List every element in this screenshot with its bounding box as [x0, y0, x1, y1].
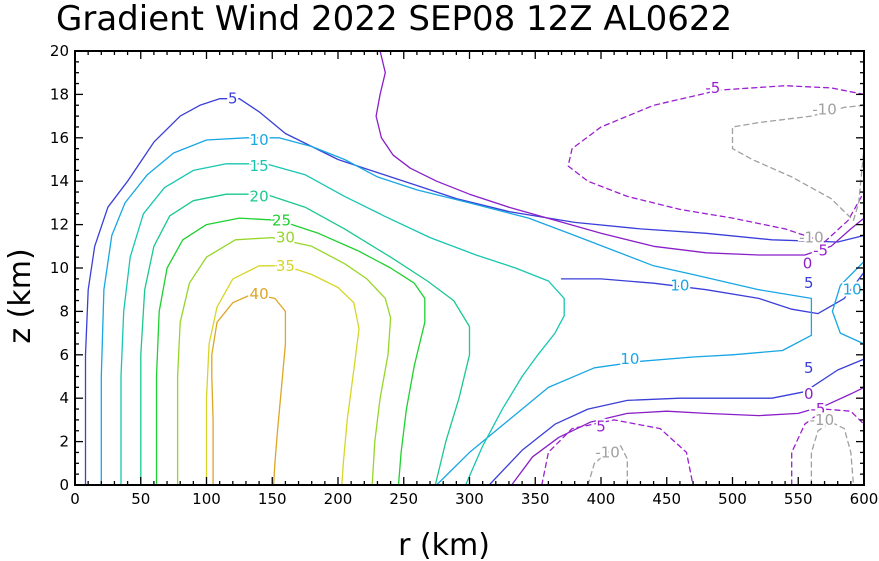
contour-label: -5	[811, 400, 826, 418]
contour-line-level-30-10	[176, 236, 392, 486]
x-axis-label: r (km)	[398, 528, 490, 561]
contour-label: -10	[810, 411, 835, 429]
contour-label: -10	[799, 229, 824, 247]
contour-label: 5	[596, 417, 606, 435]
contour-label: 5	[804, 359, 814, 377]
contour-line-level-35-11	[205, 265, 360, 486]
plot-frame	[74, 50, 865, 486]
y-tick-label: 2	[59, 433, 69, 451]
contour-label: 15	[250, 157, 269, 175]
y-tick-label: 0	[59, 476, 69, 494]
x-tick-label: 0	[70, 490, 80, 508]
contour-line-level-0-13	[375, 50, 865, 256]
contour-line-level-20-8	[140, 193, 471, 486]
contour-label: 10	[843, 281, 862, 299]
contour-line-level-10-5	[831, 260, 865, 345]
y-tick-label: 18	[50, 85, 69, 103]
contour-line-level-neg5-15	[567, 85, 865, 243]
y-tick-label: 14	[50, 172, 69, 190]
contour-line-level-5-0	[84, 98, 865, 486]
x-tick-label: 300	[455, 490, 484, 508]
contour-label: 35	[276, 257, 295, 275]
contour-label: 40	[250, 285, 269, 303]
y-tick-label: 16	[50, 129, 69, 147]
contour-label: -5	[705, 79, 720, 97]
x-tick-label: 100	[192, 490, 221, 508]
y-tick-label: 12	[50, 216, 69, 234]
x-tick-label: 450	[652, 490, 681, 508]
x-tick-label: 250	[389, 490, 418, 508]
contour-label: -10	[812, 101, 837, 119]
x-tick-label: 350	[521, 490, 550, 508]
x-tick-label: 200	[324, 490, 353, 508]
contour-line-level-neg5-17	[791, 408, 865, 486]
contour-line-level-5-2	[560, 271, 865, 315]
x-tick-label: 150	[258, 490, 287, 508]
chart-title: Gradient Wind 2022 SEP08 12Z AL0622	[56, 0, 732, 39]
y-tick-label: 20	[50, 42, 69, 60]
x-tick-label: 50	[131, 490, 150, 508]
y-axis: 0 2 4 6 8 10 12 14 16 18 20	[50, 42, 864, 494]
x-tick-label: 550	[784, 490, 813, 508]
y-tick-label: 6	[59, 346, 69, 364]
contour-line-level-10-4	[692, 273, 813, 356]
contour-layer	[84, 50, 865, 486]
contour-line-level-15-7	[120, 163, 565, 486]
contour-label: 20	[250, 187, 269, 205]
contour-label: 5	[228, 90, 238, 108]
y-tick-label: 8	[59, 302, 69, 320]
x-tick-label: 400	[587, 490, 616, 508]
contour-label: -5	[813, 242, 828, 260]
contour-label: 30	[276, 229, 295, 247]
contour-label: 10	[250, 131, 269, 149]
contour-label: 0	[803, 255, 813, 273]
contour-line-level-10-6	[435, 354, 734, 486]
contour-line-level-0-14	[510, 386, 865, 486]
y-tick-label: 10	[50, 259, 69, 277]
contour-line-level-neg10-19	[587, 445, 628, 486]
contour-line-level-5-1	[488, 358, 865, 486]
x-axis: 0 50 100 150 200 250 300 350 400 450 500 550 600	[70, 51, 878, 508]
contour-label: 25	[272, 211, 291, 229]
contour-line-level-40-12	[211, 293, 287, 486]
y-tick-label: 4	[59, 389, 69, 407]
contour-line-level-10-3	[100, 137, 694, 486]
contour-label: 5	[804, 274, 814, 292]
contour-line-level-25-9	[155, 217, 426, 486]
contour-label: -10	[595, 443, 620, 461]
x-tick-label: 600	[850, 490, 879, 508]
contour-line-level-neg10-18	[731, 104, 865, 221]
contour-label: 10	[620, 350, 639, 368]
y-axis-label: z (km)	[3, 248, 38, 343]
contour-line-level-neg5-16	[541, 419, 694, 486]
contour-label: 0	[804, 385, 814, 403]
contour-label: 10	[670, 276, 689, 294]
contour-line-level-neg10-20	[810, 421, 855, 486]
x-tick-label: 500	[718, 490, 747, 508]
